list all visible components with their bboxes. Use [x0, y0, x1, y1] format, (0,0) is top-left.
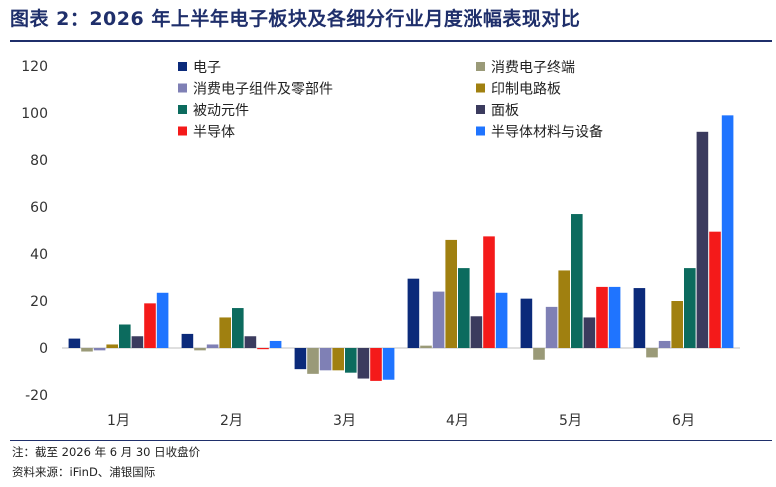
legend-label: 半导体 [193, 125, 235, 141]
bar [307, 348, 319, 374]
bar [445, 239, 457, 348]
bar [646, 348, 658, 358]
bar [219, 317, 231, 348]
bar [131, 336, 144, 348]
bar [658, 340, 671, 348]
x-tick-label: 2月 [220, 413, 243, 429]
y-tick-label: 80 [30, 153, 48, 169]
source-note: 资料来源：iFinD、浦银国际 [12, 465, 156, 479]
legend-label: 电子 [193, 60, 221, 76]
bar [684, 268, 696, 348]
bar [181, 333, 194, 348]
bar [156, 292, 169, 348]
bar [709, 231, 721, 348]
bar [382, 348, 395, 380]
bar [558, 270, 570, 348]
bar [357, 348, 370, 379]
chart-title: 图表 2：2026 年上半年电子板块及各细分行业月度涨幅表现对比 [10, 8, 581, 30]
bar [68, 338, 81, 348]
bar [144, 303, 156, 348]
y-tick-label: 120 [21, 59, 48, 75]
bar [696, 131, 709, 348]
bar [206, 344, 219, 348]
x-tick-label: 5月 [559, 413, 582, 429]
bar [583, 317, 596, 348]
bar [345, 348, 357, 373]
bar [545, 306, 558, 348]
footer-divider [10, 440, 772, 441]
bar [257, 348, 269, 350]
legend-label: 面板 [491, 103, 519, 119]
bar [370, 348, 382, 381]
bar [332, 348, 344, 371]
bar [571, 214, 583, 348]
bar [244, 336, 257, 348]
x-tick-label: 3月 [333, 413, 356, 429]
x-tick-label: 1月 [107, 413, 130, 429]
bar [671, 301, 683, 348]
legend-label: 消费电子组件及零部件 [193, 82, 333, 98]
bar [93, 348, 106, 351]
bar [269, 340, 282, 348]
legend-swatch [178, 83, 187, 93]
title-divider [10, 40, 772, 42]
bar [319, 348, 332, 371]
bar [633, 288, 646, 348]
y-tick-label: 100 [21, 106, 48, 122]
bar [470, 316, 483, 348]
legend-swatch [178, 105, 187, 114]
legend-label: 被动元件 [193, 103, 249, 119]
x-tick-label: 4月 [446, 413, 469, 429]
bar [119, 324, 131, 348]
y-tick-label: 0 [39, 341, 48, 357]
bar [608, 286, 621, 348]
bar [420, 345, 432, 348]
legend-label: 消费电子终端 [491, 60, 575, 76]
bar [520, 298, 533, 348]
bar [596, 286, 608, 348]
bar [533, 348, 545, 360]
y-tick-label: -20 [25, 388, 48, 404]
bar [232, 308, 244, 348]
legend-label: 印制电路板 [491, 82, 561, 98]
legend-swatch [476, 126, 485, 136]
bar [294, 348, 307, 370]
bar [194, 348, 206, 351]
bar [721, 115, 734, 348]
bar [81, 348, 93, 352]
y-tick-label: 40 [30, 247, 48, 263]
legend-label: 半导体材料与设备 [491, 124, 603, 141]
bar [432, 291, 445, 348]
footnote: 注：截至 2026 年 6 月 30 日收盘价 [12, 445, 201, 459]
bar [407, 278, 420, 348]
legend-swatch [476, 105, 485, 114]
bar [106, 344, 118, 348]
legend-swatch [178, 62, 187, 71]
bar [458, 268, 470, 348]
legend-swatch [476, 83, 485, 93]
legend-swatch [476, 62, 485, 71]
x-tick-label: 6月 [672, 413, 695, 429]
bar [495, 292, 508, 348]
legend-swatch [178, 126, 187, 136]
y-tick-label: 20 [30, 294, 48, 310]
bar-chart: -20 0 20 40 60 80 100 120 1月 2月 3月 4月 5月 6月 电子 消费电子终端消费… [21, 59, 740, 429]
bar [483, 236, 495, 348]
y-tick-label: 60 [30, 200, 48, 216]
